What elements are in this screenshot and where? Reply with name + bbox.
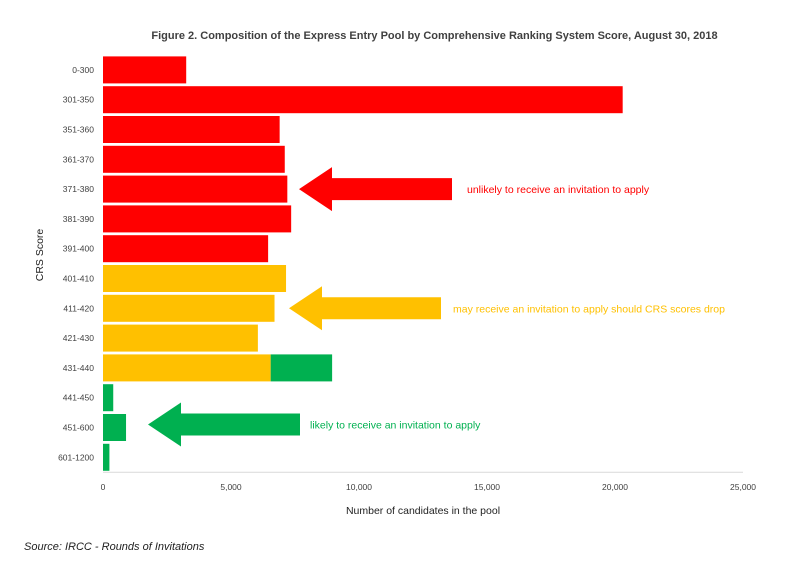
chart-title: Figure 2. Composition of the Express Ent…	[151, 30, 718, 42]
bar-451-600-s2	[103, 414, 127, 441]
bar-371-380-s0	[103, 175, 288, 203]
annotation-label: likely to receive an invitation to apply	[310, 420, 481, 432]
bar-401-410-s1	[103, 265, 287, 292]
bar-411-420-s1	[103, 294, 275, 322]
x-tick-label: 10,000	[346, 482, 372, 492]
y-tick-label: 0-300	[72, 65, 94, 75]
bar-431-440-s2	[270, 354, 333, 382]
bar-601-1200-s2	[103, 443, 110, 471]
annotation-arrow	[289, 286, 441, 331]
bar-431-440-s1	[103, 354, 271, 382]
annotation-label: may receive an invitation to apply shoul…	[453, 303, 725, 315]
y-tick-label: 441-450	[63, 393, 94, 403]
y-tick-label: 601-1200	[58, 452, 94, 462]
x-tick-label: 20,000	[602, 482, 628, 492]
bar-0-300-s0	[103, 56, 187, 84]
y-tick-label: 431-440	[63, 363, 94, 373]
y-tick-label: 381-390	[63, 214, 94, 224]
bar-391-400-s0	[103, 235, 269, 263]
bar-361-370-s0	[103, 145, 285, 173]
bar-381-390-s0	[103, 205, 292, 233]
x-tick-label: 15,000	[474, 482, 500, 492]
y-tick-label: 411-420	[63, 303, 94, 313]
y-tick-label: 301-350	[63, 95, 94, 105]
bar-441-450-s2	[103, 384, 114, 412]
y-tick-label: 391-400	[63, 244, 94, 254]
y-axis-label: CRS Score	[34, 229, 46, 282]
source-note: Source: IRCC - Rounds of Invitations	[24, 541, 205, 553]
annotation-arrow	[299, 167, 452, 212]
annotation-arrow	[148, 402, 300, 447]
y-tick-label: 421-430	[63, 333, 94, 343]
x-tick-label: 5,000	[220, 482, 242, 492]
y-tick-label: 401-410	[63, 274, 94, 284]
x-axis-label: Number of candidates in the pool	[346, 505, 500, 517]
y-tick-label: 451-600	[63, 423, 94, 433]
y-tick-label: 361-370	[63, 154, 94, 164]
bar-421-430-s1	[103, 324, 258, 352]
bar-301-350-s0	[103, 86, 623, 114]
y-tick-label: 351-360	[63, 125, 94, 135]
bar-351-360-s0	[103, 116, 280, 143]
x-tick-label: 25,000	[730, 482, 756, 492]
annotation-label: unlikely to receive an invitation to app…	[467, 184, 650, 196]
y-tick-label: 371-380	[63, 184, 94, 194]
x-tick-label: 0	[101, 482, 106, 492]
